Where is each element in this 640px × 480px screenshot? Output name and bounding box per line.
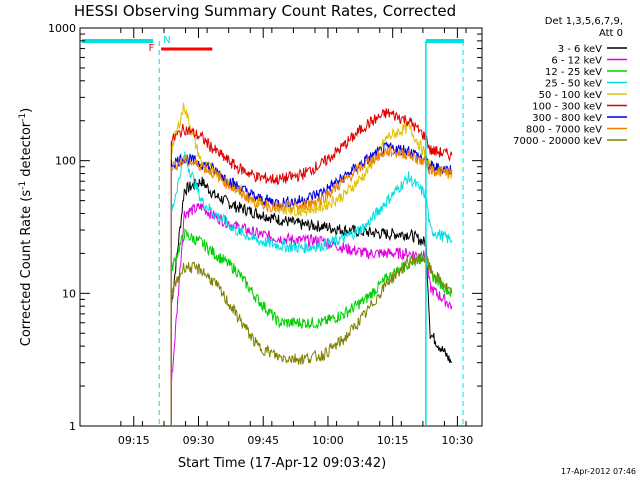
x-tick-label: 09:15 [118,434,150,447]
y-tick-label: 1000 [48,22,76,35]
chart-title: HESSI Observing Summary Count Rates, Cor… [74,2,456,20]
x-tick-label: 10:30 [442,434,474,447]
attenuator-overlay: FN [82,35,464,426]
y-axis-label-part-3: ) [19,108,34,113]
y-axis-label: Corrected Count Rate (s-1 detector-1) [18,108,34,346]
y-axis-label-superscript-1: -1 [18,181,28,190]
x-axis: 09:15 09:30 09:45 10:00 10:15 10:30 [118,28,473,447]
series-line-8 [170,145,453,213]
series-line-9 [170,250,453,366]
series-line-3 [170,228,453,330]
legend-label-9: 7000 - 20000 keV [513,136,602,147]
y-axis-label-part-2: detector [19,121,34,181]
x-tick-label: 09:30 [183,434,215,447]
legend-label-4: 25 - 50 keV [545,79,602,90]
plot-area: FN [79,27,483,427]
legend-label-8: 800 - 7000 keV [526,125,602,136]
series-line-4 [171,151,453,254]
series-line-6 [170,108,453,186]
plot-frame [79,27,483,427]
y-axis-label-part-1: Corrected Count Rate (s [19,190,34,347]
x-tick-label: 09:45 [247,434,279,447]
legend-label-7: 300 - 800 keV [532,113,602,124]
legend-label-1: 3 - 6 keV [558,44,602,55]
series-layer [170,102,453,426]
flare-flag-label: F [148,43,154,54]
y-tick-label: 10 [62,287,76,300]
legend-label-6: 100 - 300 keV [532,102,602,113]
y-tick-label: 100 [55,155,76,168]
night-flag-label: N [163,35,170,46]
y-axis: 1 10 100 1000 [48,22,482,433]
legend-label-2: 6 - 12 keV [551,56,602,67]
footer-date-stamp: 17-Apr-2012 07:46 [561,467,636,476]
series-line-1 [170,176,452,364]
x-tick-label: 10:00 [312,434,344,447]
legend-label-5: 50 - 100 keV [539,90,603,101]
legend-label-3: 12 - 25 keV [545,67,602,78]
x-tick-label: 10:15 [377,434,409,447]
x-axis-label: Start Time (17-Apr-12 09:03:42) [178,456,386,471]
series-line-2 [170,203,453,387]
y-tick-label: 1 [69,420,76,433]
legend-header-line-2: Att 0 [599,28,623,39]
legend-header-line-1: Det 1,3,5,6,7,9, [545,16,623,27]
y-axis-label-superscript-2: -1 [18,113,28,122]
